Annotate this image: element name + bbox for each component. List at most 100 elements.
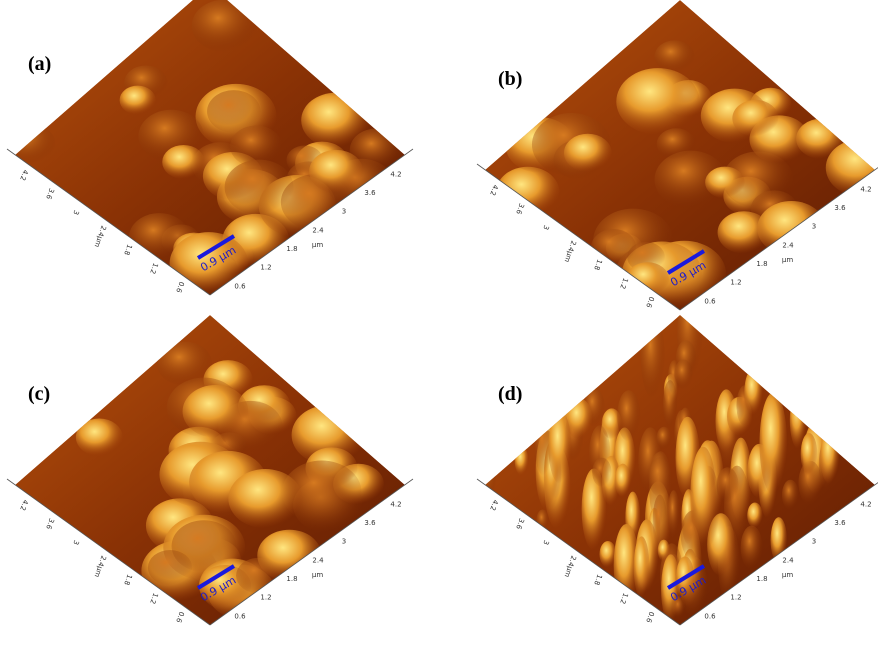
grain — [656, 427, 671, 450]
axis-unit: μm — [563, 565, 574, 578]
panel-label: (b) — [498, 68, 522, 90]
axis-unit: μm — [782, 256, 793, 264]
grain — [705, 167, 745, 199]
tick-label: 4.2 — [18, 498, 29, 511]
grain — [6, 124, 56, 164]
grain — [615, 464, 631, 498]
grain — [663, 380, 677, 428]
axis-unit: μm — [782, 571, 793, 579]
tick-label: 2.4 — [782, 556, 794, 564]
grain — [481, 452, 496, 500]
axis-unit: μm — [312, 241, 323, 249]
grain — [228, 469, 302, 528]
grain — [657, 128, 696, 159]
tick-label: 0.6 — [704, 297, 716, 305]
grain — [592, 458, 611, 487]
axis-unit: μm — [563, 250, 574, 263]
tick-label: 3 — [71, 209, 80, 216]
tick-label: 1.2 — [148, 262, 159, 275]
tick-label: 0.6 — [644, 295, 656, 309]
tick-label: 1.8 — [756, 260, 767, 268]
afm-panel: 0.60.61.21.21.81.82.42.4333.63.64.24.2μm… — [6, 0, 413, 295]
tick-label: 3 — [541, 539, 550, 546]
grain — [790, 392, 807, 449]
tick-label: 0.6 — [704, 612, 716, 620]
tick-label: 1.2 — [260, 264, 271, 272]
grain — [732, 100, 778, 137]
surface — [6, 0, 405, 295]
tick-label: 3 — [812, 538, 816, 546]
grain — [641, 317, 665, 399]
tick-label: 3.6 — [834, 519, 846, 527]
grain — [309, 150, 363, 193]
tick-label: 3.6 — [364, 519, 376, 527]
tick-label: 1.8 — [756, 575, 767, 583]
tick-label: 0.6 — [234, 282, 246, 290]
grain — [717, 467, 739, 503]
grain — [157, 342, 212, 386]
tick-label: 3 — [812, 223, 816, 231]
axis-unit: μm — [93, 565, 104, 578]
tick-label: 2.4 — [312, 556, 324, 564]
grain — [192, 0, 258, 52]
tick-label: 1.2 — [260, 594, 271, 602]
grain — [741, 526, 763, 570]
tick-label: 0.6 — [174, 610, 186, 624]
grain — [616, 68, 699, 135]
tick-label: 0.6 — [234, 612, 246, 620]
tick-label: 0.6 — [174, 280, 186, 294]
grain — [760, 393, 788, 495]
grain — [655, 40, 695, 72]
tick-label: 2.4 — [312, 226, 324, 234]
afm-panel: 0.60.61.21.21.81.82.42.4333.63.64.24.2μm… — [477, 0, 878, 310]
grain — [820, 428, 839, 484]
tick-label: 2.4 — [782, 241, 794, 249]
axis-unit: μm — [93, 235, 104, 248]
grain — [564, 134, 612, 172]
grain — [744, 369, 762, 416]
axis-unit: μm — [312, 571, 323, 579]
tick-label: 1.2 — [730, 279, 741, 287]
grain — [120, 86, 156, 115]
grain — [548, 410, 571, 483]
tick-label: 3 — [541, 224, 550, 231]
grain — [496, 167, 559, 218]
tick-label: 4.2 — [488, 183, 499, 196]
tick-label: 1.8 — [122, 243, 133, 256]
grain — [76, 418, 123, 455]
tick-label: 4.2 — [18, 168, 29, 181]
grain — [782, 480, 799, 510]
grain — [690, 447, 716, 545]
panel-label: (a) — [28, 53, 51, 75]
figure: 0.6 0.6 1.2 1.2 1.8 1.8 2.4 2.4 3 3 3.6 3.6 4.2 4.2 μm… — [0, 0, 878, 653]
grain — [515, 446, 529, 475]
tick-label: 1.2 — [730, 594, 741, 602]
tick-label: 1.8 — [592, 258, 603, 271]
tick-label: 3.6 — [44, 517, 56, 531]
tick-label: 1.8 — [286, 575, 297, 583]
tick-label: 4.2 — [860, 185, 871, 193]
tick-label: 4.2 — [488, 498, 499, 511]
grain — [536, 509, 549, 531]
tick-label: 3 — [342, 208, 346, 216]
tick-label: 3 — [71, 539, 80, 546]
grain — [225, 160, 294, 215]
surface — [481, 287, 875, 625]
grain — [183, 385, 249, 438]
tick-label: 1.2 — [618, 592, 629, 605]
grain — [617, 390, 640, 441]
tick-label: 4.2 — [860, 500, 871, 508]
grain — [667, 490, 680, 538]
tick-label: 1.8 — [592, 573, 603, 586]
tick-label: 1.2 — [148, 592, 159, 605]
tick-label: 4.2 — [390, 500, 401, 508]
tick-label: 3.6 — [834, 204, 846, 212]
grain — [674, 360, 692, 390]
afm-panel: 0.60.61.21.21.81.82.42.4333.63.64.24.2μm… — [7, 315, 413, 625]
tick-label: 3.6 — [44, 187, 56, 201]
grain — [626, 262, 669, 297]
tick-label: 3.6 — [514, 202, 526, 216]
grain — [648, 457, 671, 497]
panel-label: (c) — [28, 383, 50, 405]
tick-label: 3 — [342, 538, 346, 546]
